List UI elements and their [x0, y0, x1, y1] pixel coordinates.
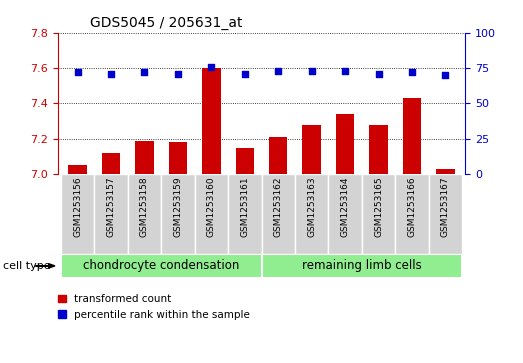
FancyBboxPatch shape: [61, 254, 262, 278]
Bar: [202, 68, 221, 174]
Point: [441, 72, 450, 78]
Point: [274, 68, 282, 74]
Text: chondrocyte condensation: chondrocyte condensation: [83, 260, 240, 272]
Text: GSM1253162: GSM1253162: [274, 177, 283, 237]
Text: GSM1253160: GSM1253160: [207, 177, 216, 237]
Bar: [403, 98, 421, 174]
Legend: transformed count, percentile rank within the sample: transformed count, percentile rank withi…: [58, 294, 250, 320]
Bar: [336, 114, 354, 174]
Text: cell type: cell type: [3, 261, 50, 271]
FancyBboxPatch shape: [228, 174, 262, 254]
Bar: [436, 169, 454, 174]
Text: GSM1253163: GSM1253163: [307, 177, 316, 237]
Bar: [269, 137, 288, 174]
Bar: [369, 125, 388, 174]
Point: [174, 71, 182, 77]
FancyBboxPatch shape: [262, 174, 295, 254]
Point: [308, 68, 316, 74]
FancyBboxPatch shape: [94, 174, 128, 254]
Point: [207, 64, 215, 70]
Point: [341, 68, 349, 74]
Text: GSM1253159: GSM1253159: [174, 177, 183, 237]
FancyBboxPatch shape: [328, 174, 362, 254]
Text: GDS5045 / 205631_at: GDS5045 / 205631_at: [90, 16, 243, 30]
Text: GSM1253167: GSM1253167: [441, 177, 450, 237]
Bar: [302, 125, 321, 174]
FancyBboxPatch shape: [161, 174, 195, 254]
FancyBboxPatch shape: [429, 174, 462, 254]
Text: GSM1253158: GSM1253158: [140, 177, 149, 237]
FancyBboxPatch shape: [395, 174, 429, 254]
Bar: [69, 166, 87, 174]
Text: GSM1253156: GSM1253156: [73, 177, 82, 237]
FancyBboxPatch shape: [128, 174, 161, 254]
FancyBboxPatch shape: [61, 174, 94, 254]
Point: [241, 71, 249, 77]
Point: [374, 71, 383, 77]
Text: GSM1253165: GSM1253165: [374, 177, 383, 237]
Text: remaining limb cells: remaining limb cells: [302, 260, 422, 272]
Text: GSM1253166: GSM1253166: [407, 177, 416, 237]
FancyBboxPatch shape: [195, 174, 228, 254]
Text: GSM1253161: GSM1253161: [240, 177, 249, 237]
Bar: [235, 148, 254, 174]
FancyBboxPatch shape: [362, 174, 395, 254]
Point: [107, 71, 115, 77]
FancyBboxPatch shape: [262, 254, 462, 278]
Bar: [102, 153, 120, 174]
Point: [408, 69, 416, 75]
Point: [73, 69, 82, 75]
FancyBboxPatch shape: [295, 174, 328, 254]
Bar: [169, 142, 187, 174]
Bar: [135, 140, 154, 174]
Text: GSM1253157: GSM1253157: [107, 177, 116, 237]
Text: GSM1253164: GSM1253164: [340, 177, 349, 237]
Point: [140, 69, 149, 75]
